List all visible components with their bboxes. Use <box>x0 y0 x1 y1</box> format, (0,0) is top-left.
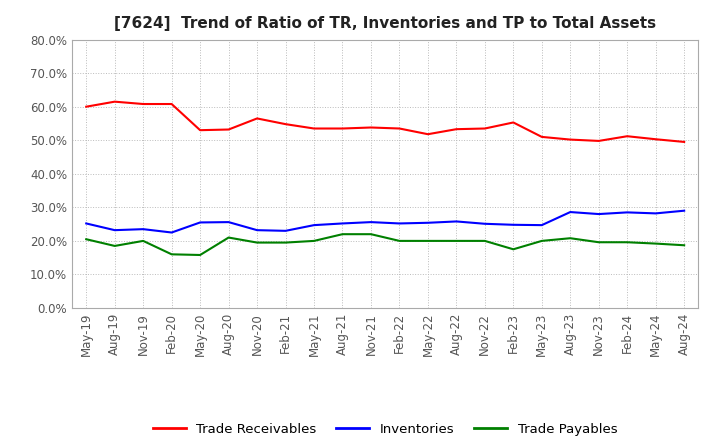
Trade Receivables <box>680 139 688 145</box>
Inventories <box>395 221 404 226</box>
Trade Receivables <box>196 128 204 133</box>
Inventories <box>423 220 432 225</box>
Inventories <box>282 228 290 234</box>
Trade Payables <box>537 238 546 244</box>
Trade Receivables <box>82 104 91 109</box>
Line: Trade Receivables: Trade Receivables <box>86 102 684 142</box>
Trade Payables <box>423 238 432 244</box>
Trade Receivables <box>167 101 176 106</box>
Trade Payables <box>566 235 575 241</box>
Trade Payables <box>680 242 688 248</box>
Inventories <box>225 220 233 225</box>
Trade Receivables <box>110 99 119 104</box>
Trade Payables <box>623 240 631 245</box>
Trade Payables <box>595 240 603 245</box>
Trade Payables <box>452 238 461 244</box>
Trade Receivables <box>623 134 631 139</box>
Inventories <box>310 223 318 228</box>
Trade Receivables <box>652 136 660 142</box>
Trade Receivables <box>338 126 347 131</box>
Title: [7624]  Trend of Ratio of TR, Inventories and TP to Total Assets: [7624] Trend of Ratio of TR, Inventories… <box>114 16 656 32</box>
Trade Receivables <box>452 127 461 132</box>
Trade Receivables <box>595 138 603 143</box>
Trade Payables <box>652 241 660 246</box>
Trade Receivables <box>310 126 318 131</box>
Trade Receivables <box>480 126 489 131</box>
Line: Trade Payables: Trade Payables <box>86 234 684 255</box>
Inventories <box>480 221 489 227</box>
Trade Payables <box>338 231 347 237</box>
Trade Payables <box>110 243 119 249</box>
Trade Receivables <box>423 132 432 137</box>
Trade Payables <box>82 237 91 242</box>
Inventories <box>509 222 518 227</box>
Inventories <box>595 211 603 216</box>
Inventories <box>452 219 461 224</box>
Inventories <box>139 227 148 232</box>
Trade Payables <box>310 238 318 244</box>
Trade Receivables <box>566 137 575 142</box>
Inventories <box>537 223 546 228</box>
Inventories <box>253 227 261 233</box>
Trade Receivables <box>253 116 261 121</box>
Legend: Trade Receivables, Inventories, Trade Payables: Trade Receivables, Inventories, Trade Pa… <box>148 418 623 440</box>
Trade Payables <box>282 240 290 245</box>
Trade Receivables <box>282 121 290 127</box>
Inventories <box>680 208 688 213</box>
Inventories <box>82 221 91 226</box>
Trade Receivables <box>139 101 148 106</box>
Inventories <box>167 230 176 235</box>
Trade Payables <box>480 238 489 244</box>
Trade Payables <box>509 247 518 252</box>
Inventories <box>623 210 631 215</box>
Inventories <box>196 220 204 225</box>
Trade Receivables <box>509 120 518 125</box>
Trade Payables <box>366 231 375 237</box>
Trade Payables <box>253 240 261 245</box>
Trade Payables <box>196 253 204 258</box>
Trade Payables <box>225 235 233 240</box>
Trade Receivables <box>395 126 404 131</box>
Inventories <box>566 209 575 215</box>
Trade Receivables <box>366 125 375 130</box>
Trade Payables <box>395 238 404 244</box>
Trade Payables <box>167 252 176 257</box>
Line: Inventories: Inventories <box>86 211 684 232</box>
Inventories <box>366 220 375 225</box>
Inventories <box>652 211 660 216</box>
Trade Receivables <box>225 127 233 132</box>
Trade Receivables <box>537 134 546 139</box>
Trade Payables <box>139 238 148 244</box>
Inventories <box>338 221 347 226</box>
Inventories <box>110 227 119 233</box>
